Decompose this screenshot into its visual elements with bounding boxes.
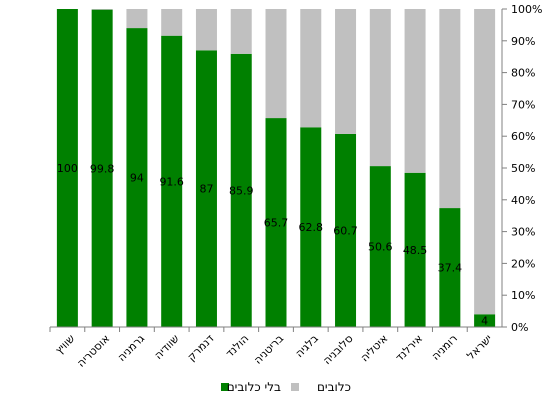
bar-caged-9 [335, 9, 357, 134]
bars-group [56, 9, 496, 328]
bar-caged-4 [161, 9, 183, 36]
bar-cage-free-11 [404, 172, 426, 327]
y-tick-label-8: 80% [511, 67, 535, 80]
legend-label-2: כלובים [317, 380, 351, 394]
bar-cage-free-9 [335, 133, 357, 327]
bar-caged-10 [369, 9, 391, 167]
y-tick-label-9: 90% [511, 35, 535, 48]
category-label-8: בלגיה [293, 332, 321, 360]
bar-caged-11 [404, 9, 426, 173]
y-axis-ticks: 0% 10% 20% 30% 40% 50% 60% 70% 80% 90% 100% [502, 3, 542, 334]
bar-caged-13 [474, 9, 496, 315]
bar-caged-6 [230, 9, 252, 54]
bar-caged-12 [439, 9, 461, 209]
data-label-11: 48.5 [403, 244, 428, 257]
category-label-10: איטליה [358, 332, 390, 364]
data-label-12: 37.4 [438, 262, 463, 275]
data-label-8: 62.8 [299, 221, 324, 234]
data-label-1: 100 [57, 162, 78, 175]
category-label-7: בריטניה [251, 332, 286, 367]
bar-caged-5 [195, 9, 217, 51]
bar-cage-free-8 [300, 127, 322, 328]
data-label-5: 87 [199, 183, 213, 196]
data-label-7: 65.7 [264, 217, 289, 230]
category-label-13: ישראל [464, 332, 494, 362]
data-label-3: 94 [130, 172, 144, 185]
bar-cage-free-5 [195, 50, 217, 328]
y-tick-label-7: 70% [511, 98, 535, 111]
data-label-10: 50.6 [368, 241, 393, 254]
bar-caged-3 [126, 9, 148, 29]
bar-cage-free-7 [265, 118, 287, 327]
y-tick-label-2: 20% [511, 257, 535, 270]
data-label-2: 99.8 [90, 162, 115, 175]
category-label-3: גרמניה [115, 332, 147, 364]
bar-caged-2 [91, 9, 113, 10]
category-label-6: הולנד [223, 332, 251, 360]
y-tick-label-4: 40% [511, 194, 535, 207]
category-label-9: סלובניה [320, 332, 355, 367]
data-label-6: 85.9 [229, 184, 254, 197]
y-tick-label-10: 100% [511, 3, 542, 16]
bar-caged-7 [265, 9, 287, 119]
legend-swatch-1 [221, 383, 229, 391]
bar-cage-free-1 [56, 9, 78, 327]
data-label-13: 4 [481, 315, 488, 328]
bar-caged-8 [300, 9, 322, 128]
bar-cage-free-4 [161, 35, 183, 327]
category-label-1: שוויץ [53, 332, 78, 357]
category-label-2: אוסטריה [74, 332, 112, 370]
bar-cage-free-3 [126, 28, 148, 328]
y-tick-label-6: 60% [511, 130, 535, 143]
y-tick-label-5: 50% [511, 162, 535, 175]
legend-swatch-2 [291, 383, 299, 391]
y-tick-label-3: 30% [511, 226, 535, 239]
y-tick-label-0: 0% [511, 321, 528, 334]
category-label-12: רומניה [429, 332, 460, 363]
category-label-5: דנמרק [185, 332, 217, 364]
data-label-9: 60.7 [333, 224, 358, 237]
bar-cage-free-6 [230, 53, 252, 327]
bar-cage-free-12 [439, 208, 461, 327]
bar-cage-free-13 [474, 314, 496, 327]
legend-label-1: בלי כלובים [227, 380, 281, 394]
category-label-4: שוודיה [152, 332, 182, 362]
category-label-11: אירלנד [393, 332, 425, 364]
y-tick-label-1: 10% [511, 289, 535, 302]
data-labels-group: 100 99.8 94 91.6 87 85.9 65.7 62.8 60.7 50.6 48.5 3… [57, 162, 488, 328]
legend: בלי כלובים כלובים [221, 380, 351, 394]
bar-cage-free-10 [369, 166, 391, 327]
bar-cage-free-2 [91, 9, 113, 328]
data-label-4: 91.6 [159, 175, 184, 188]
